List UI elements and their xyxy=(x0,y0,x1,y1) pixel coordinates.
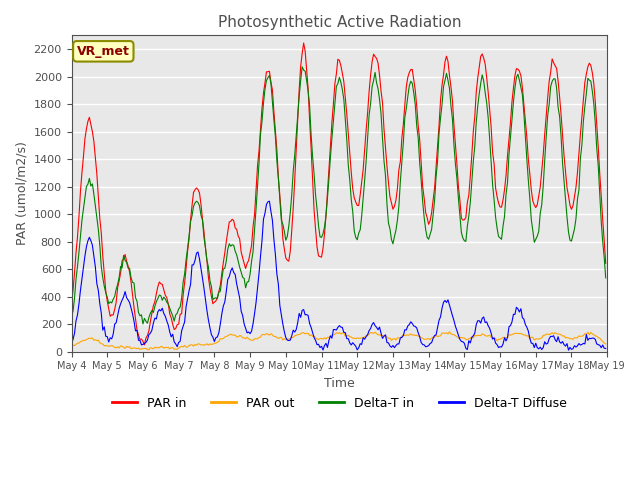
Delta-T in xyxy=(139,321,147,327)
PAR in xyxy=(228,216,236,222)
PAR out xyxy=(255,335,263,340)
Line: Delta-T Diffuse: Delta-T Diffuse xyxy=(72,201,605,350)
Delta-T Diffuse xyxy=(227,268,235,274)
PAR in xyxy=(246,250,254,256)
PAR out xyxy=(602,341,609,347)
PAR out xyxy=(445,329,453,335)
Delta-T in xyxy=(602,275,609,281)
Delta-T in xyxy=(246,271,254,277)
PAR out xyxy=(68,344,76,349)
Title: Photosynthetic Active Radiation: Photosynthetic Active Radiation xyxy=(218,15,461,30)
Delta-T Diffuse xyxy=(602,346,609,351)
Delta-T in xyxy=(68,313,76,319)
PAR out xyxy=(133,346,141,351)
Y-axis label: PAR (umol/m2/s): PAR (umol/m2/s) xyxy=(15,142,28,245)
Delta-T in xyxy=(133,298,141,304)
Text: VR_met: VR_met xyxy=(77,45,130,58)
Delta-T in xyxy=(575,187,583,193)
PAR out xyxy=(145,347,153,353)
Delta-T Diffuse xyxy=(564,348,572,353)
Line: Delta-T in: Delta-T in xyxy=(72,67,605,324)
Delta-T in xyxy=(255,160,263,166)
Delta-T Diffuse xyxy=(266,198,273,204)
Delta-T Diffuse xyxy=(133,327,141,333)
Delta-T in xyxy=(228,242,236,248)
Line: PAR out: PAR out xyxy=(72,332,605,350)
PAR in xyxy=(304,85,312,91)
Legend: PAR in, PAR out, Delta-T in, Delta-T Diffuse: PAR in, PAR out, Delta-T in, Delta-T Dif… xyxy=(106,392,572,415)
Delta-T Diffuse xyxy=(253,285,261,291)
PAR out xyxy=(246,337,254,343)
PAR out xyxy=(575,333,583,339)
X-axis label: Time: Time xyxy=(324,377,355,390)
Delta-T Diffuse xyxy=(68,341,76,347)
Line: PAR in: PAR in xyxy=(72,43,605,345)
Delta-T Diffuse xyxy=(575,341,583,347)
Delta-T in xyxy=(298,64,306,70)
PAR in xyxy=(141,342,148,348)
Delta-T in xyxy=(304,88,312,94)
PAR in xyxy=(255,148,263,154)
PAR in xyxy=(602,261,609,266)
PAR out xyxy=(228,332,236,338)
Delta-T Diffuse xyxy=(244,329,252,335)
PAR in xyxy=(68,300,76,306)
PAR out xyxy=(303,331,310,336)
PAR in xyxy=(133,327,141,333)
PAR in xyxy=(300,40,307,46)
Delta-T Diffuse xyxy=(303,312,310,317)
PAR in xyxy=(575,150,583,156)
